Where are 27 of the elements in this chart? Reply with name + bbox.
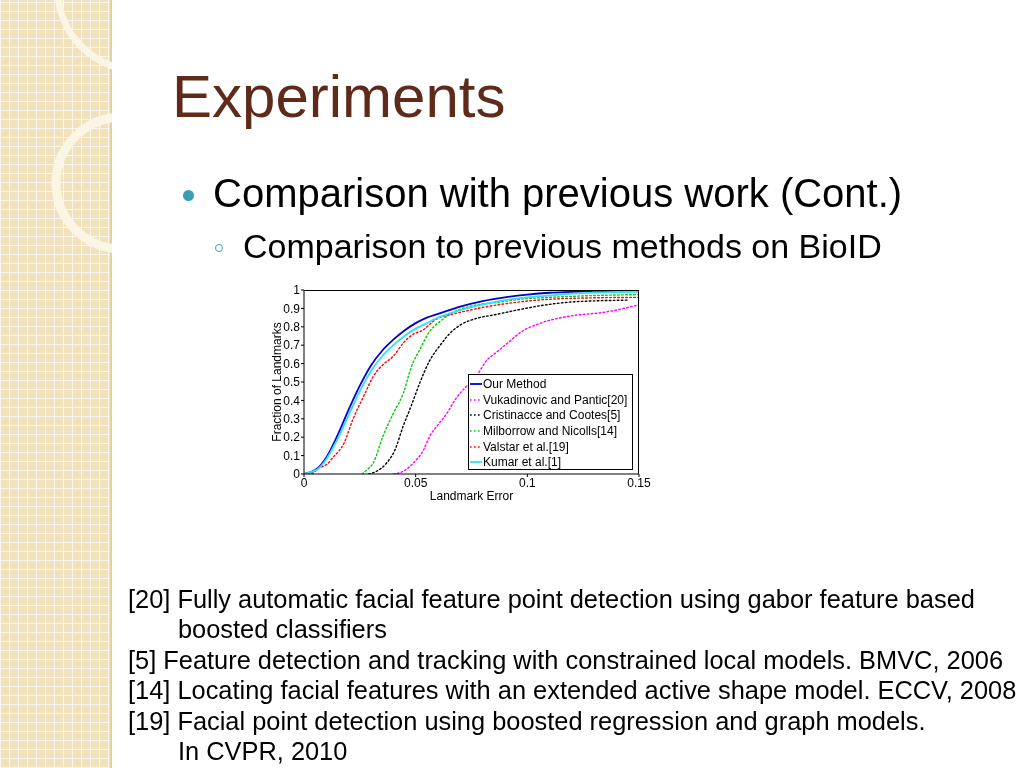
y-tick-label: 0.2 [283,430,301,445]
y-tick-label: 0.4 [283,393,301,408]
text: [14] Locating facial features with an extended active shape model. ECCV, 2008 [128,676,1017,705]
y-tick-label: 0.9 [283,301,301,316]
y-tick-label: 0.1 [283,448,301,463]
x-tick-label: 0.05 [403,475,428,490]
legend-label: Milborrow and Nicolls[14] [483,423,618,438]
legend-label: Our Method [483,377,547,392]
y-tick-label: 0.3 [283,412,301,427]
y-tick-label: 0.7 [283,338,301,353]
x-axis-title: Landmark Error [429,489,514,503]
text: [19] Facial point detection using boosted regression and graph models. In CVPR, 2010 [128,706,926,766]
legend-label: Vukadinovic and Pantic[20] [483,392,628,407]
y-tick-label: 0.8 [283,320,301,335]
text: [5] Feature detection and tracking with constrained local models. BMVC, 2006 [128,645,1004,674]
chart-title: Experiments [172,63,506,130]
y-tick-label: 0.6 [283,356,301,371]
x-tick-label: 0.15 [627,475,651,490]
legend-label: Cristinacce and Cootes[5] [483,408,621,423]
legend-label: Kumar et al.[1] [483,455,562,470]
chart-subtitle: Comparison with previous work (Cont.) [213,171,903,215]
text: [20] Fully automatic facial feature point detection using gabor feature based boosted classifiers [128,585,975,644]
x-tick-label: 0.1 [518,475,536,490]
text: Comparison to previous methods on BioID [243,227,882,265]
legend-label: Valstar et al.[19] [483,439,569,454]
y-tick-label: 1 [293,283,301,298]
y-tick-label: 0.5 [283,375,301,390]
